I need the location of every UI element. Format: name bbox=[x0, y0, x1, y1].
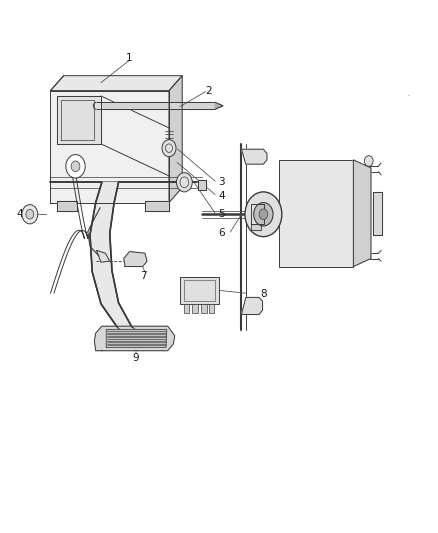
Text: 5: 5 bbox=[218, 209, 224, 219]
Text: 6: 6 bbox=[218, 229, 224, 238]
Circle shape bbox=[22, 205, 38, 224]
Circle shape bbox=[26, 209, 34, 219]
Polygon shape bbox=[90, 182, 138, 333]
Circle shape bbox=[66, 155, 85, 178]
Bar bbox=[201, 304, 206, 313]
Text: 7: 7 bbox=[140, 271, 147, 281]
Polygon shape bbox=[372, 192, 381, 235]
Text: ·: · bbox=[406, 91, 409, 101]
Circle shape bbox=[364, 156, 372, 166]
Text: 1: 1 bbox=[126, 53, 133, 62]
Bar bbox=[183, 280, 215, 301]
Polygon shape bbox=[145, 201, 169, 211]
Polygon shape bbox=[57, 201, 77, 211]
Polygon shape bbox=[241, 297, 262, 314]
Circle shape bbox=[71, 161, 80, 172]
Polygon shape bbox=[50, 76, 182, 91]
Circle shape bbox=[162, 140, 176, 157]
Polygon shape bbox=[169, 76, 182, 203]
Polygon shape bbox=[94, 326, 174, 351]
Text: 9: 9 bbox=[132, 353, 139, 363]
Circle shape bbox=[258, 209, 267, 220]
Polygon shape bbox=[197, 180, 206, 190]
Polygon shape bbox=[215, 102, 223, 109]
Bar bbox=[183, 304, 189, 313]
Bar bbox=[180, 277, 218, 304]
Text: 8: 8 bbox=[259, 289, 266, 299]
Polygon shape bbox=[251, 224, 261, 230]
Text: 3: 3 bbox=[218, 177, 224, 187]
Bar bbox=[208, 304, 214, 313]
Polygon shape bbox=[96, 251, 110, 262]
Polygon shape bbox=[241, 149, 266, 164]
Text: 2: 2 bbox=[205, 86, 212, 95]
Text: 4: 4 bbox=[16, 209, 23, 219]
Polygon shape bbox=[353, 160, 370, 266]
Polygon shape bbox=[57, 96, 101, 144]
Circle shape bbox=[244, 192, 281, 237]
Polygon shape bbox=[96, 102, 215, 109]
Polygon shape bbox=[106, 329, 166, 348]
Bar bbox=[278, 160, 353, 266]
Circle shape bbox=[176, 173, 192, 192]
Text: 4: 4 bbox=[218, 191, 224, 200]
Polygon shape bbox=[50, 91, 169, 203]
Circle shape bbox=[253, 203, 272, 226]
Bar bbox=[192, 304, 198, 313]
Polygon shape bbox=[124, 252, 147, 266]
